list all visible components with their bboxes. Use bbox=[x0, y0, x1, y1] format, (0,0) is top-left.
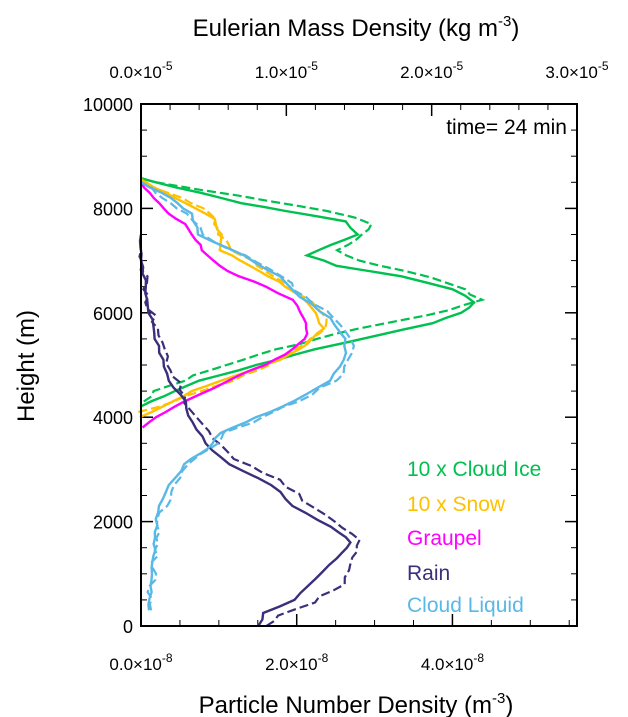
series-layer bbox=[138, 176, 486, 627]
time-annotation: time= 24 min bbox=[446, 116, 567, 139]
bottom-axis-label: Particle Number Density (m-3) bbox=[199, 690, 514, 717]
legend-entry-rain: Rain bbox=[407, 562, 450, 585]
series-line-mass-graupel bbox=[139, 181, 309, 429]
series-line-number-cloud-liquid bbox=[140, 181, 356, 611]
y-tick-label: 2000 bbox=[93, 513, 133, 533]
plot-frame bbox=[140, 103, 578, 627]
top-tick-label: 2.0×10-5 bbox=[400, 59, 463, 82]
series-line-number-rain bbox=[138, 249, 361, 627]
y-tick-label: 4000 bbox=[93, 408, 133, 428]
series-line-mass-10-x-cloud-ice bbox=[139, 176, 476, 408]
legend: 10 x Cloud Ice 10 x Snow Graupel Rain Cloud … bbox=[407, 458, 541, 617]
y-tick-label: 8000 bbox=[93, 199, 133, 219]
legend-entry-10-x-snow: 10 x Snow bbox=[407, 493, 506, 516]
top-tick-label: 0.0×10-5 bbox=[109, 59, 172, 82]
top-axis-label: Eulerian Mass Density (kg m-3) bbox=[193, 13, 520, 42]
series-line-number-10-x-cloud-ice bbox=[140, 177, 486, 403]
legend-entry-cloud-liquid: Cloud Liquid bbox=[407, 594, 524, 617]
y-tick-label: 10000 bbox=[83, 95, 133, 115]
legend-entry-graupel: Graupel bbox=[407, 527, 482, 550]
y-axis-label: Height (m) bbox=[13, 310, 40, 422]
y-tick-label: 6000 bbox=[93, 304, 133, 324]
bottom-tick-label: 0.0×10-8 bbox=[109, 651, 172, 674]
bottom-tick-label: 4.0×10-8 bbox=[421, 651, 484, 674]
top-tick-label: 3.0×10-5 bbox=[545, 59, 608, 82]
bottom-tick-label: 2.0×10-8 bbox=[265, 651, 328, 674]
axes-layer: 0 2000 4000 6000 8000 10000 0.0×10-5 1.0×10-5 2.… bbox=[83, 59, 609, 674]
series-line-mass-rain bbox=[138, 234, 352, 627]
y-tick-label: 0 bbox=[123, 617, 133, 637]
top-tick-label: 1.0×10-5 bbox=[255, 59, 318, 82]
legend-entry-10-x-cloud-ice: 10 x Cloud Ice bbox=[407, 458, 541, 481]
series-line-mass-cloud-liquid bbox=[140, 181, 348, 611]
